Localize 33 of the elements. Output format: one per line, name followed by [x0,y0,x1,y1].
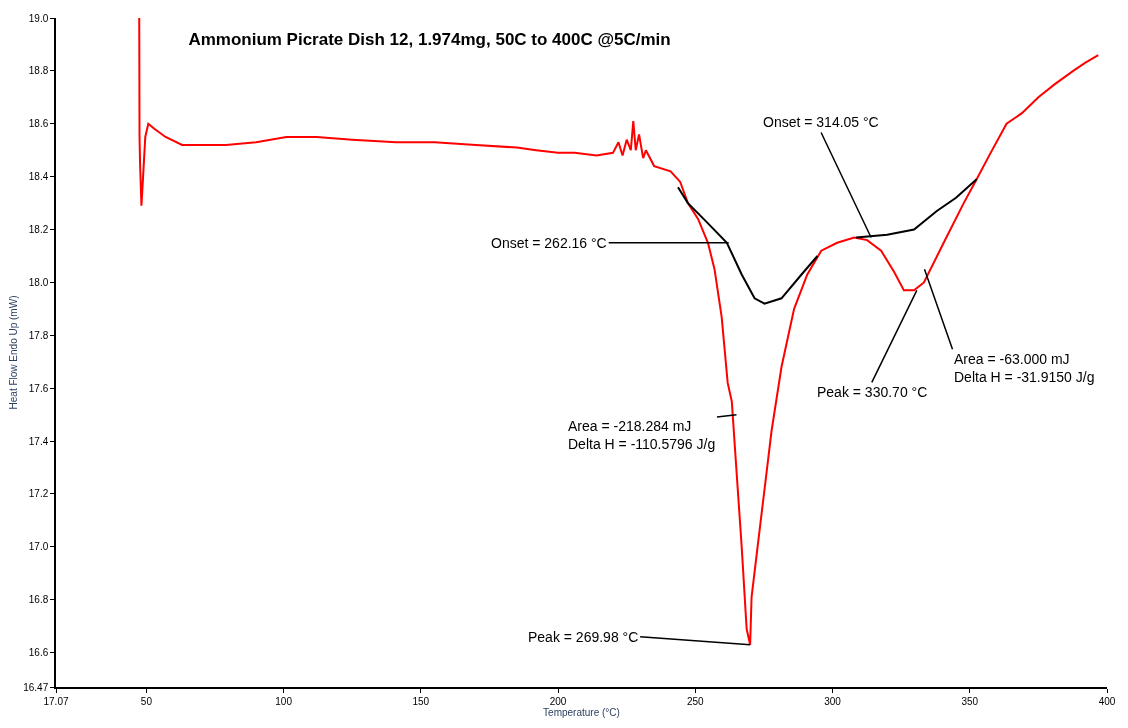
annotation: Onset = 314.05 °C [763,114,879,130]
y-tick-label: 17.6 [28,382,49,394]
x-tick-label: 400 [1098,695,1116,707]
text: Ammonium Picrate Dish 12, 1.974mg, 50C to 400C @5C/min [188,29,671,49]
y-tick-label: 17.2 [28,488,49,500]
annotation: Peak = 269.98 °C [528,629,639,645]
y-tick-label: 17.4 [28,435,49,447]
x-tick-label: 350 [961,695,979,707]
y-tick-label: 16.8 [28,594,49,606]
y-tick-label: 18.8 [28,65,49,77]
x-tick-label: 17.07 [43,695,69,707]
x-axis-title: Temperature (°C) [543,706,620,718]
y-axis-title: Heat Flow Endo Up (mW) [7,295,19,410]
y-tick-label: 17.8 [28,329,49,341]
y-tick-label: 18.6 [28,118,49,130]
x-tick-label: 150 [412,695,430,707]
y-tick-label: 17.0 [28,541,49,553]
x-tick-label: 200 [549,695,567,707]
y-tick-label: 18.4 [28,171,49,183]
y-tick-label: 18.2 [28,224,49,236]
x-tick-label: 300 [824,695,842,707]
annotation: Area = -63.000 mJ Delta H = -31.9150 J/g [954,351,1095,386]
y-tick-label: 16.6 [28,647,49,659]
annotation: Peak = 330.70 °C [817,384,928,400]
y-tick-label: 16.47 [23,681,49,693]
x-tick-label: 250 [686,695,705,707]
x-tick-label: 50 [140,695,153,707]
line-series [138,18,1100,646]
x-tick-label: 100 [275,695,293,707]
annotation: Onset = 262.16 °C [491,235,607,251]
annotation: Area = -218.284 mJ Delta H = -110.5796 J/g [568,418,716,453]
y-tick-label: 19.0 [28,12,49,24]
y-tick-label: 18.0 [28,276,49,288]
